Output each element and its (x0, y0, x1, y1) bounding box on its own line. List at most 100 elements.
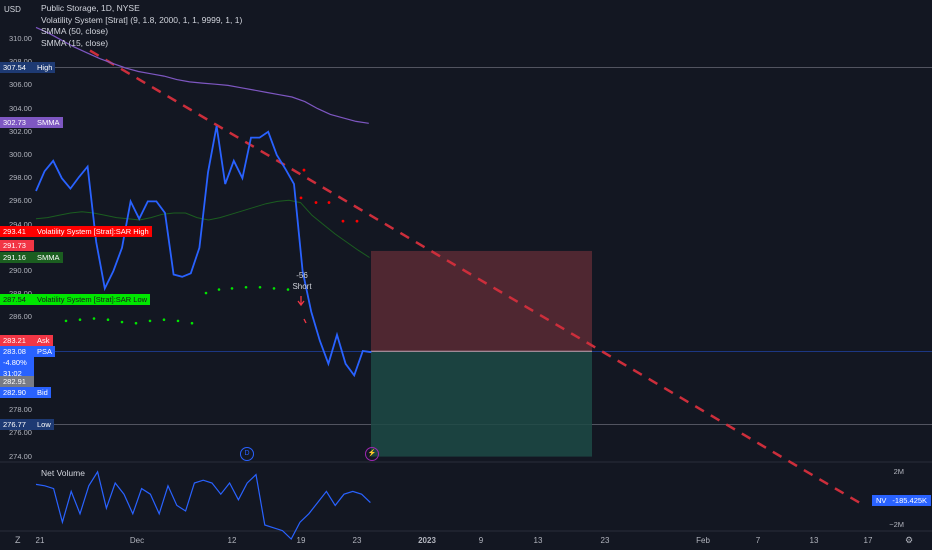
sar-low-dot (106, 318, 110, 322)
price-value: 291.16 (0, 252, 34, 263)
sar-low-dot (190, 321, 194, 325)
legend-symbol-title[interactable]: Public Storage, 1D, NYSE (41, 3, 140, 13)
x-tick-label: 2023 (418, 536, 436, 545)
y-tick-label: 308.00 (9, 57, 32, 66)
x-tick-label: 12 (227, 536, 237, 545)
sar-high-dot (299, 196, 303, 200)
price-label-name: High (34, 62, 56, 73)
price-value: 276.77 (0, 419, 34, 430)
order-direction: Short (292, 282, 312, 291)
price-label-name: Volatility System [Strat]:SAR High (34, 226, 152, 237)
y-tick-label: 310.00 (9, 34, 32, 43)
price-value: 307.54 (0, 62, 34, 73)
price-value: 302.73 (0, 117, 34, 128)
y-tick-label: 294.00 (9, 219, 32, 229)
price-value: 31:02 (0, 368, 34, 379)
price-label-name: SMMA (34, 252, 63, 263)
sar-low-dot (286, 288, 290, 291)
price-label-name: PSA (34, 346, 56, 357)
y-tick-label: 296.00 (9, 196, 32, 206)
sar-low-dot (272, 287, 276, 290)
price-axis-label[interactable]: 302.73 SMMA (0, 117, 63, 128)
settings-gear-icon[interactable]: ⚙ (905, 535, 914, 545)
price-value: 291.73 (0, 240, 34, 251)
sar-low-dot (120, 320, 124, 324)
price-axis-label[interactable]: 307.54 High (0, 62, 56, 73)
y-tick-label: 302.00 (9, 126, 32, 136)
net-volume-label: NV (876, 496, 887, 505)
price-axis-label[interactable]: 282.90 Bid (0, 387, 51, 398)
price-value: 283.21 (0, 335, 34, 346)
price-axis-label[interactable]: 283.21 Ask (0, 335, 53, 346)
sar-high-dot (302, 168, 306, 172)
x-tick-label: 13 (809, 536, 819, 545)
price-value: 283.08 (0, 346, 34, 357)
sar-low-dot (148, 319, 152, 323)
price-label-name: Volatility System [Strat]:SAR Low (34, 294, 151, 305)
sar-low-dot (64, 319, 68, 323)
price-axis-label[interactable]: 293.41 Volatility System [Strat]:SAR High (0, 226, 152, 237)
price-value: 282.91 (0, 376, 34, 387)
price-axis-label[interactable]: 291.16 SMMA (0, 252, 63, 263)
price-value: 293.41 (0, 226, 34, 237)
price-value: -4.80% (0, 357, 34, 368)
price-axis-label[interactable]: 282.91 (0, 376, 34, 387)
split-icon[interactable]: ⚡ (365, 447, 379, 461)
y-tick-label: 300.00 (9, 150, 32, 159)
sar-low-dot (176, 319, 180, 323)
x-tick-label: 21 (35, 536, 45, 545)
y-tick-label: 306.00 (9, 80, 32, 90)
price-value: 282.90 (0, 387, 34, 398)
trend-line (89, 49, 861, 505)
order-size: -56 (296, 271, 308, 280)
smma50-line (35, 26, 369, 124)
sar-low-dot (204, 291, 208, 295)
x-tick-label: 19 (296, 536, 306, 545)
x-tick-label: 9 (478, 536, 484, 545)
dividend-icon[interactable]: D (240, 447, 254, 461)
net-volume-badge: NV -185.425K (872, 495, 932, 506)
volume-pane-title[interactable]: Net Volume (41, 468, 85, 478)
price-axis-label[interactable]: 291.73 (0, 240, 34, 251)
short-order-label: -56 Short (288, 270, 316, 292)
legend-strategy[interactable]: Volatility System [Strat] (9, 1.8, 2000,… (41, 14, 243, 25)
y-tick-label: 278.00 (9, 405, 32, 415)
sar-low-dot (162, 318, 166, 322)
legend-smma15[interactable]: SMMA (15, close) (41, 37, 109, 48)
price-axis-label[interactable]: 31:02 (0, 368, 34, 379)
sar-low-dot (244, 285, 248, 289)
x-tick-label: Dec (129, 536, 145, 545)
x-tick-label: 17 (863, 536, 873, 545)
y-tick-label: 298.00 (9, 173, 32, 183)
short-arrow (297, 296, 305, 307)
sar-high-dot (314, 201, 318, 204)
sar-low-dot (134, 321, 138, 325)
x-tick-label: Feb (696, 536, 710, 545)
price-line (35, 125, 372, 378)
currency-label: USD (4, 5, 21, 14)
price-axis-label[interactable]: 283.08 PSA (0, 346, 56, 357)
take-profit-zone (371, 351, 592, 457)
volume-scale-top: 2M (893, 467, 904, 476)
volume-scale-bottom: −2M (889, 520, 904, 529)
sar-high-dot (355, 219, 359, 223)
sar-low-dot (258, 285, 262, 289)
price-axis-label[interactable]: 287.54 Volatility System [Strat]:SAR Low (0, 294, 151, 305)
sar-high-dot (341, 219, 345, 223)
price-axis-label[interactable]: 276.77 Low (0, 419, 54, 430)
sar-low-dot (230, 287, 234, 290)
sar-low-dot (78, 318, 82, 322)
sar-low-dot (217, 288, 221, 291)
y-tick-label: 304.00 (9, 103, 32, 113)
y-tick-label: 286.00 (9, 312, 32, 322)
price-label-name: Ask (34, 335, 53, 346)
zoom-icon[interactable]: Z (15, 535, 21, 545)
price-axis-label[interactable]: -4.80% (0, 357, 34, 368)
x-tick-label: 7 (755, 536, 761, 545)
x-tick-label: 13 (533, 536, 543, 545)
price-label-name: Bid (34, 387, 51, 398)
net-volume-value: -185.425K (892, 496, 928, 505)
stop-loss-zone (371, 250, 592, 352)
legend-smma50[interactable]: SMMA (50, close) (41, 26, 109, 36)
